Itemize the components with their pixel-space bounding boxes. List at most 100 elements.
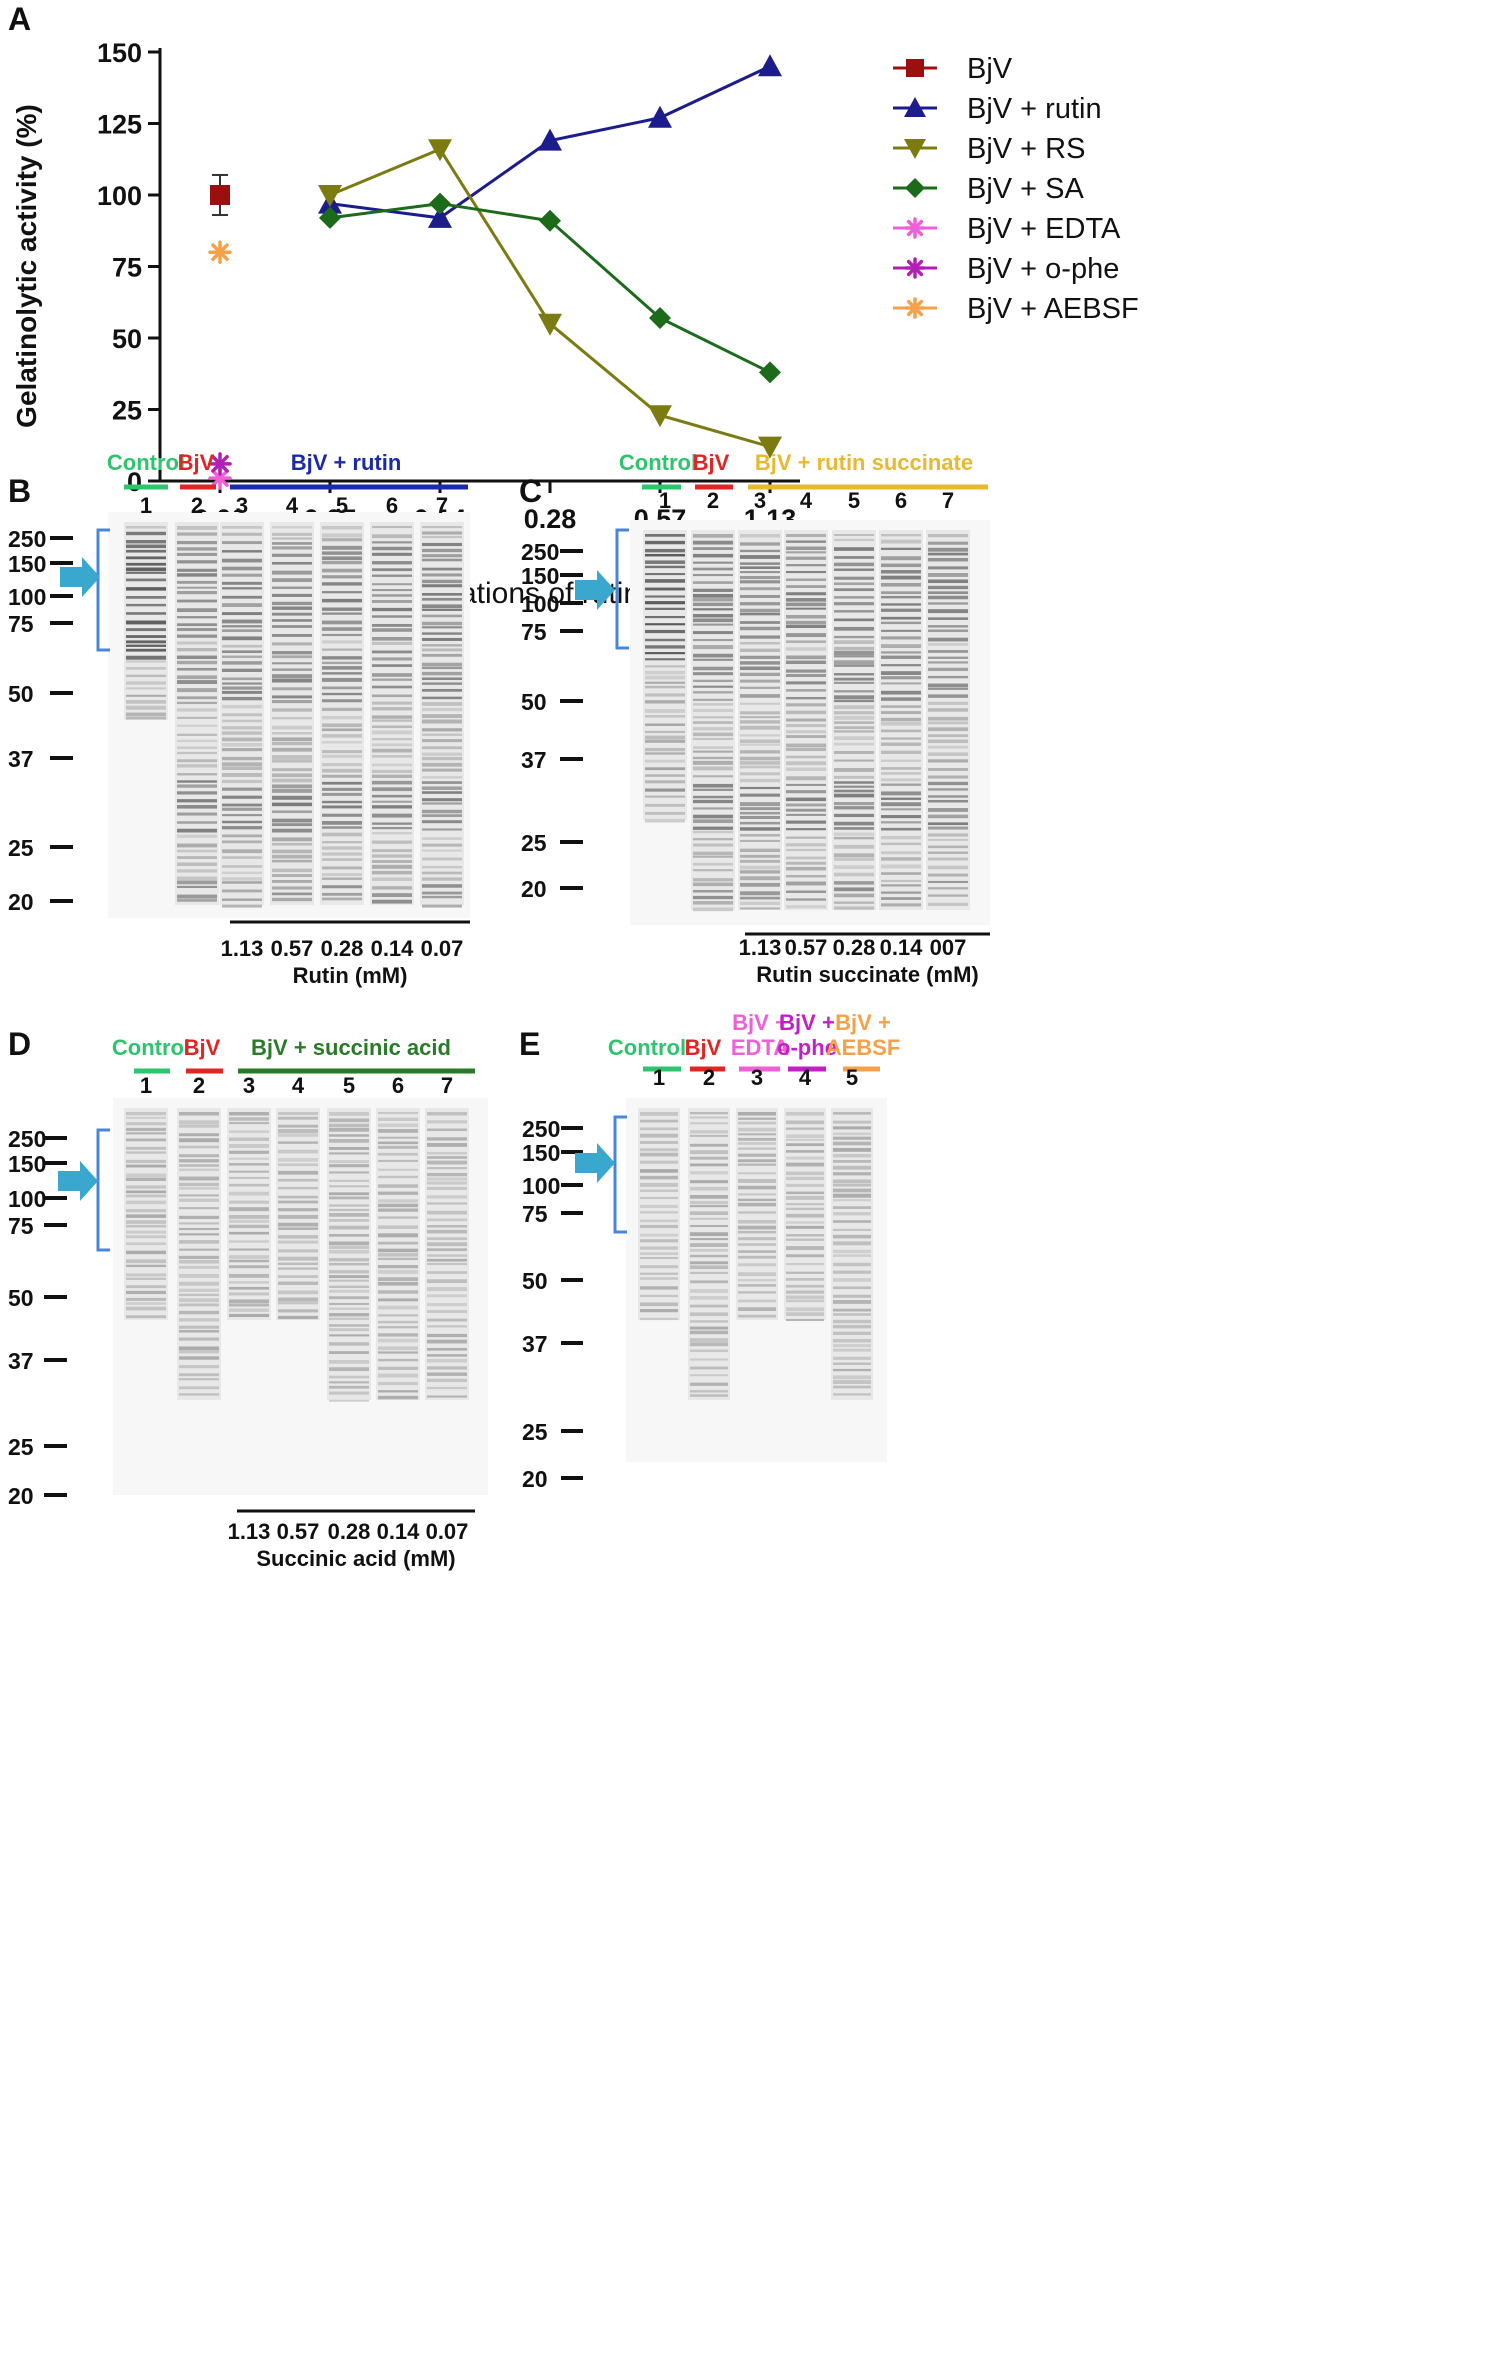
gel-band — [422, 786, 462, 790]
gel-band — [329, 1185, 369, 1188]
gel-band — [786, 866, 826, 871]
gel-band — [179, 1186, 219, 1190]
gel-band — [640, 1219, 678, 1223]
gel-band — [229, 1255, 269, 1259]
gel-band — [786, 598, 826, 602]
gel-band — [329, 1118, 369, 1123]
gel-band — [645, 788, 685, 792]
gel-band — [738, 1202, 776, 1207]
gel-band — [928, 629, 968, 633]
gel-band — [690, 1265, 728, 1270]
gel-lane-3 — [227, 1108, 271, 1320]
mw-marker-label: 25 — [522, 1419, 548, 1445]
gel-band — [272, 837, 312, 842]
gel-band — [126, 1290, 166, 1295]
y-tick-label: 25 — [112, 396, 142, 426]
gel-band — [329, 1262, 369, 1266]
gel-band — [126, 562, 166, 566]
gel-band — [740, 821, 780, 825]
gel-band — [738, 1153, 776, 1157]
gel-band — [126, 556, 166, 560]
gel-band — [645, 693, 685, 697]
gel-band — [126, 667, 166, 670]
gel-band — [690, 1382, 728, 1386]
gel-band — [645, 645, 685, 649]
lane-number: 3 — [754, 488, 766, 513]
legend-label: BjV + rutin — [967, 93, 1102, 125]
gel-band — [322, 858, 362, 861]
gel-band — [378, 1326, 418, 1329]
gel-band — [126, 1230, 166, 1234]
gel-band — [179, 1288, 219, 1292]
gel-band — [834, 832, 874, 836]
gel-band — [881, 797, 921, 800]
gel-band — [645, 780, 685, 784]
gel-band — [833, 1212, 871, 1216]
gel-band — [740, 802, 780, 807]
gel-band — [378, 1366, 418, 1370]
gel-band — [833, 1172, 871, 1176]
lane-smear — [832, 530, 876, 910]
gel-band — [329, 1213, 369, 1217]
series-bjv — [210, 173, 230, 217]
gel-band — [834, 768, 874, 772]
gel-band — [833, 1183, 871, 1187]
gel-band — [740, 716, 780, 719]
gel-band — [378, 1203, 418, 1208]
gel-band — [322, 741, 362, 744]
gel-band — [179, 1176, 219, 1181]
gel-band — [833, 1112, 871, 1115]
gel-band — [179, 1293, 219, 1297]
gel-band — [177, 821, 217, 824]
gel-band — [177, 843, 217, 848]
gel-band — [738, 1127, 776, 1132]
gel-band — [881, 721, 921, 726]
lane-number: 1 — [140, 1073, 152, 1098]
gel-band — [786, 1171, 824, 1176]
gel-band — [322, 852, 362, 856]
gel-band — [786, 1318, 824, 1322]
gel-band — [786, 602, 826, 607]
concentration-label: 0.57 — [277, 1519, 320, 1544]
gel-band — [126, 1127, 166, 1132]
gel-band — [322, 666, 362, 670]
gel-band — [786, 747, 826, 752]
gel-band — [645, 747, 685, 752]
gel-band — [690, 1271, 728, 1275]
gel-band — [422, 567, 462, 571]
gel-band — [690, 1205, 728, 1208]
gel-band — [786, 861, 826, 865]
gel-band — [740, 621, 780, 624]
gel-band — [229, 1286, 269, 1290]
gel-band — [177, 591, 217, 595]
gel-band — [693, 721, 733, 724]
gel-band — [740, 815, 780, 819]
gel-band — [427, 1120, 467, 1124]
gel-band — [928, 694, 968, 698]
gel-band — [222, 820, 262, 824]
gel-band — [177, 688, 217, 693]
gel-band — [222, 719, 262, 723]
gel-band — [378, 1290, 418, 1294]
concentration-label: 0.28 — [833, 935, 876, 960]
gel-band — [179, 1259, 219, 1264]
gel-band — [179, 1154, 219, 1158]
gel-band — [645, 601, 685, 605]
lane-smear — [276, 1108, 320, 1320]
gel-band — [177, 608, 217, 613]
gel-band — [881, 547, 921, 551]
gel-band — [427, 1302, 467, 1307]
lane-smear — [370, 522, 414, 905]
gel-band — [740, 534, 780, 538]
lane-number: 5 — [343, 1073, 355, 1098]
gel-band — [786, 633, 826, 638]
gel-band — [278, 1200, 318, 1204]
gel-band — [126, 1285, 166, 1289]
gel-band — [786, 655, 826, 660]
gel-band — [329, 1245, 369, 1250]
gel-band — [690, 1130, 728, 1134]
gel-band — [177, 547, 217, 551]
gel-band — [322, 607, 362, 611]
gel-band — [372, 526, 412, 529]
